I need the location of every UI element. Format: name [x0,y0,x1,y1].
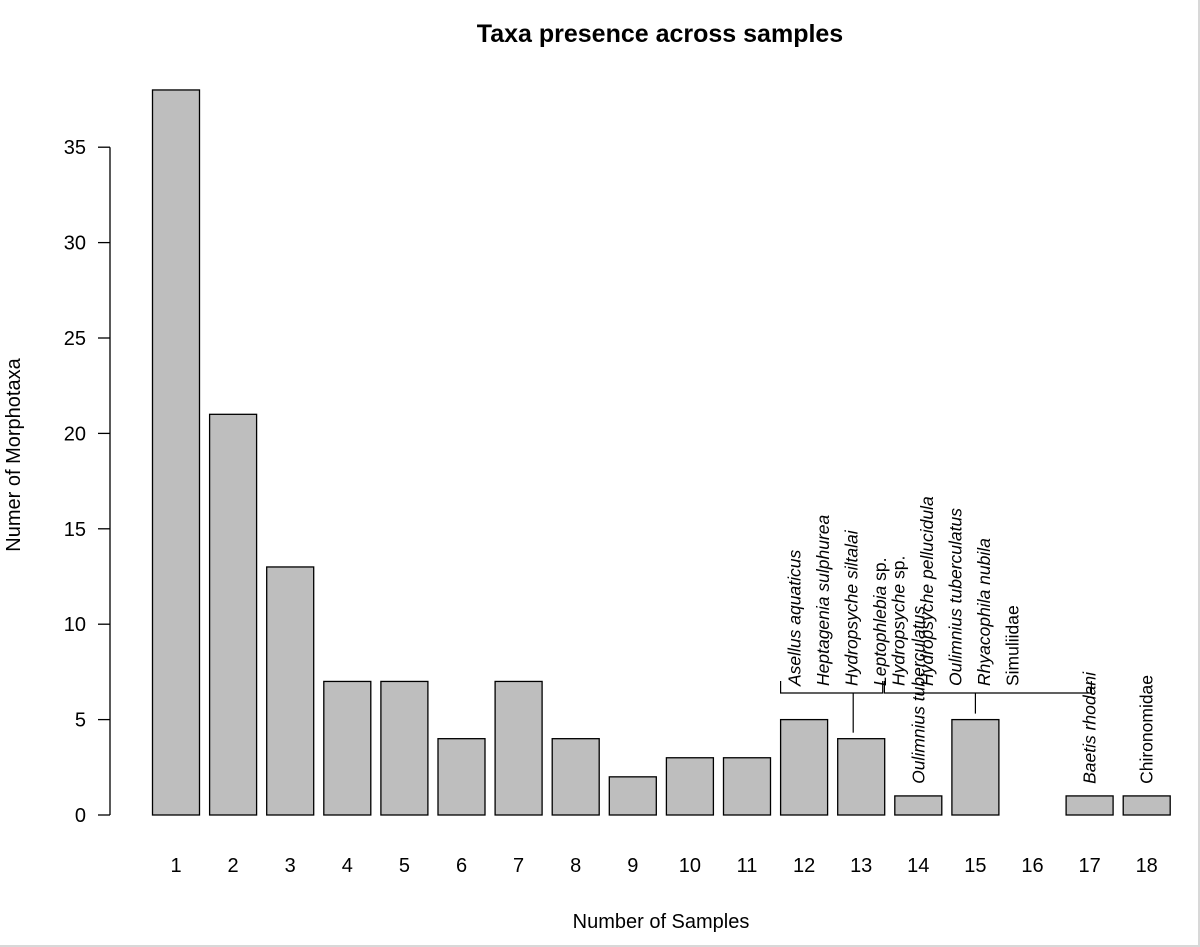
taxon-name-italic: Oulimnius tuberculatus [908,606,928,784]
x-tick-label: 10 [679,855,701,877]
taxon-label: Leptophlebia sp. [870,558,890,686]
x-tick-label: 6 [456,855,467,877]
annotation-bracket [883,681,1092,694]
taxon-label: Baetis rhodani [1080,671,1100,784]
bar-13 [837,738,886,816]
x-tick-label: 4 [342,855,353,877]
taxon-name-italic: Hydropsyche [888,584,908,686]
taxon-label: Hydropsyche pellucidula [917,496,937,686]
x-tick-label: 11 [737,855,758,877]
bar-5 [380,680,429,816]
bar-12 [779,718,829,816]
taxon-name-italic: Hydropsyche siltalai [842,529,862,686]
x-tick-label: 16 [1021,855,1043,877]
y-axis-label: Numer of Morphotaxa [3,357,25,551]
annotation-bracket [780,681,884,694]
taxon-label: Hydropsyche sp. [888,556,908,686]
taxon-name-italic: Hydropsyche pellucidula [917,496,937,686]
bar-1 [151,89,201,816]
taxon-name-plain: Simuliidae [1002,605,1022,686]
bar-4 [323,680,372,816]
y-tick-label: 35 [64,137,86,159]
taxon-label: Rhyacophila nubila [974,538,994,686]
bar-9 [608,776,657,816]
y-tick-label: 25 [64,328,86,350]
bar-14 [894,795,943,816]
taxon-label: Hydropsyche siltalai [842,529,862,686]
taxon-name-italic: Rhyacophila nubila [974,538,994,686]
bars [151,89,1171,816]
y-tick-label: 5 [75,710,86,732]
bar-15 [951,718,1000,816]
taxon-label: Chironomidae [1137,675,1157,784]
x-tick-label: 8 [570,855,581,877]
taxon-name-plain: Chironomidae [1137,675,1157,784]
taxon-name-plain: sp. [888,556,908,584]
x-tick-label: 14 [907,855,929,877]
taxon-name-italic: Leptophlebia [870,586,890,686]
x-tick-label: 7 [513,855,524,877]
bar-7 [494,680,543,816]
taxon-name-italic: Oulimnius tuberculatus [945,508,965,686]
x-tick-label: 1 [170,855,181,877]
taxon-label: Oulimnius tuberculatus [908,606,928,784]
x-axis-label: Number of Samples [573,911,750,933]
x-tick-label: 12 [793,855,815,877]
bar-17 [1065,795,1114,816]
taxon-name-italic: Baetis rhodani [1080,671,1100,784]
chart-title: Taxa presence across samples [477,20,843,48]
x-tick-labels: 1 2 3 4 5 6 7 8 9 10 11 12 13 14 15 16 17 18 [170,855,1157,877]
bar-3 [266,566,315,816]
bar-6 [437,738,486,816]
x-tick-label: 17 [1078,855,1100,877]
bar-18 [1122,795,1171,816]
y-tick-label: 10 [64,614,86,636]
taxon-label: Oulimnius tuberculatus [945,508,965,686]
x-tick-label: 5 [399,855,410,877]
bar-8 [551,738,600,816]
bar-10 [665,757,715,816]
x-tick-label: 2 [228,855,239,877]
taxon-label: Heptagenia sulphurea [813,514,833,686]
x-tick-label: 15 [964,855,986,877]
taxon-name-plain: sp. [870,558,890,586]
x-tick-label: 13 [850,855,872,877]
taxon-name-italic: Heptagenia sulphurea [813,514,833,686]
x-tick-label: 9 [627,855,638,877]
taxon-name-italic: Asellus aquaticus [785,550,805,687]
taxon-label: Simuliidae [1002,605,1022,686]
y-tick-label: 30 [64,233,86,255]
bar-2 [208,413,258,816]
y-tick-label: 15 [64,519,86,541]
taxon-label: Asellus aquaticus [785,550,805,687]
taxa-annotations: Asellus aquaticus Heptagenia sulphurea Hyd… [780,496,1157,784]
x-tick-label: 3 [285,855,296,877]
y-tick-label: 20 [64,423,86,445]
y-tick-label: 0 [75,805,86,827]
x-tick-label: 18 [1136,855,1158,877]
y-axis: 0 5 10 15 20 25 30 35 [64,137,111,827]
bar-11 [722,757,772,816]
